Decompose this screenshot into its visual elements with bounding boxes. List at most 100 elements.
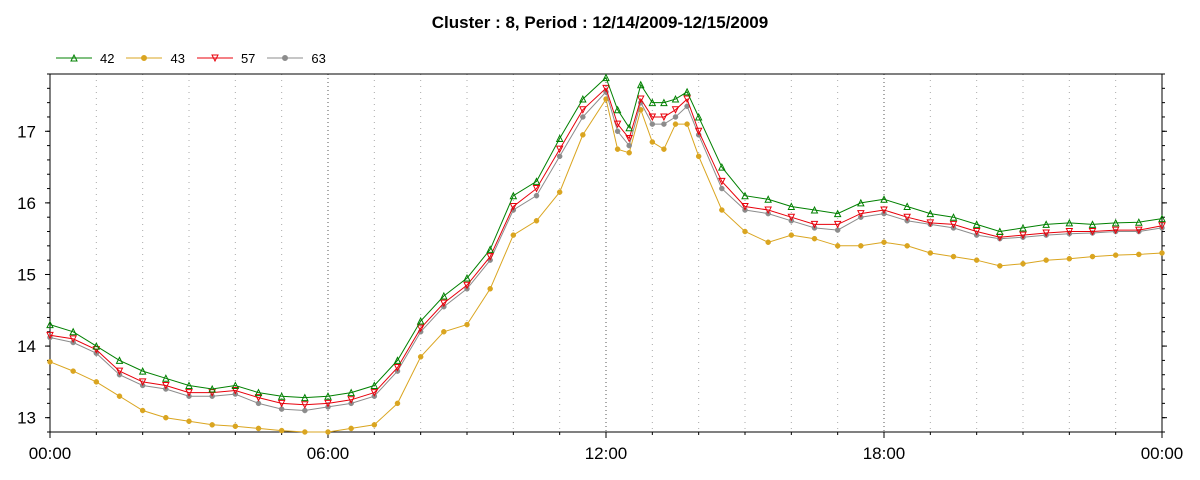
data-point-42 xyxy=(324,392,332,400)
data-point-57 xyxy=(857,210,865,218)
data-point-42 xyxy=(231,381,240,389)
data-point-43 xyxy=(93,379,100,385)
data-point-43 xyxy=(580,132,586,138)
data-point-42 xyxy=(463,273,471,282)
data-point-57 xyxy=(486,253,494,261)
data-point-57 xyxy=(683,95,691,104)
data-point-42 xyxy=(903,202,911,210)
y-tick-label: 16 xyxy=(17,194,36,213)
data-point-42 xyxy=(880,195,888,203)
data-point-43 xyxy=(834,243,841,249)
data-point-57 xyxy=(301,401,309,409)
data-point-42 xyxy=(694,112,703,121)
data-point-57 xyxy=(162,381,170,390)
data-point-42 xyxy=(440,291,448,300)
data-point-43 xyxy=(139,407,146,414)
chart-title: Cluster : 8, Period : 12/14/2009-12/15/2… xyxy=(431,13,769,32)
data-point-57 xyxy=(69,335,77,344)
data-point-57 xyxy=(509,202,518,211)
y-tick-label: 15 xyxy=(17,265,36,284)
data-point-43 xyxy=(371,422,378,428)
data-point-43 xyxy=(278,427,285,434)
legend-label: 43 xyxy=(170,50,185,66)
data-point-63 xyxy=(580,114,586,120)
data-point-43 xyxy=(510,232,517,238)
data-point-43 xyxy=(163,414,169,421)
x-tick-label: 00:00 xyxy=(1141,444,1184,463)
data-point-42 xyxy=(683,87,691,96)
data-point-43 xyxy=(255,425,262,432)
data-point-57 xyxy=(636,95,645,104)
data-point-43 xyxy=(232,423,239,430)
data-point-63 xyxy=(649,121,656,127)
data-point-43 xyxy=(1020,260,1026,267)
legend-label: 42 xyxy=(100,50,115,66)
data-point-63 xyxy=(533,192,540,199)
data-point-57 xyxy=(880,206,888,215)
data-point-43 xyxy=(464,321,470,328)
data-point-43 xyxy=(1112,252,1119,258)
data-point-42 xyxy=(370,381,379,389)
data-point-57 xyxy=(648,113,657,122)
data-point-57 xyxy=(393,364,402,372)
data-point-43 xyxy=(661,146,667,152)
data-point-43 xyxy=(441,329,447,335)
data-point-57 xyxy=(416,324,425,333)
data-point-57 xyxy=(1158,222,1166,230)
data-point-57 xyxy=(671,106,680,114)
data-point-57 xyxy=(903,213,911,222)
data-point-42 xyxy=(254,388,263,397)
data-point-42 xyxy=(92,341,101,350)
data-point-42 xyxy=(185,381,193,389)
data-point-42 xyxy=(926,209,935,218)
data-point-42 xyxy=(949,213,958,221)
x-tick-label: 00:00 xyxy=(29,444,72,463)
data-point-42 xyxy=(996,227,1004,236)
data-point-42 xyxy=(416,316,425,325)
data-point-57 xyxy=(972,228,981,236)
data-point-43 xyxy=(487,286,493,292)
data-point-57 xyxy=(694,127,703,136)
data-point-42 xyxy=(162,374,170,382)
data-point-63 xyxy=(661,121,667,127)
data-point-42 xyxy=(636,80,645,89)
data-point-42 xyxy=(393,356,402,364)
data-point-42 xyxy=(1065,218,1074,227)
data-point-43 xyxy=(765,239,771,246)
data-point-43 xyxy=(1066,255,1073,262)
data-point-43 xyxy=(811,235,818,242)
data-point-42 xyxy=(613,105,622,114)
data-point-57 xyxy=(324,399,332,408)
data-point-43 xyxy=(858,243,864,249)
data-point-57 xyxy=(718,177,726,186)
data-point-43 xyxy=(904,243,910,249)
data-point-42 xyxy=(138,367,147,375)
legend-item-63: 63 xyxy=(267,50,326,66)
data-point-43 xyxy=(1159,250,1165,256)
data-point-43 xyxy=(626,150,632,156)
data-point-43 xyxy=(116,393,123,399)
data-point-42 xyxy=(787,202,796,210)
legend-label: 57 xyxy=(240,50,256,66)
legend-item-57: 57 xyxy=(196,50,256,66)
data-point-63 xyxy=(719,185,725,192)
data-point-42 xyxy=(1019,223,1027,232)
data-point-42 xyxy=(660,98,668,107)
data-point-57 xyxy=(741,202,749,211)
data-point-57 xyxy=(764,206,772,215)
data-point-43 xyxy=(394,400,401,407)
data-point-42 xyxy=(347,388,355,397)
data-point-42 xyxy=(532,177,541,185)
data-point-43 xyxy=(719,207,725,213)
data-point-57 xyxy=(602,84,610,93)
data-point-43 xyxy=(348,425,354,432)
data-point-57 xyxy=(254,394,263,402)
legend-item-43: 43 xyxy=(126,50,185,66)
data-point-57 xyxy=(440,299,448,308)
data-point-57 xyxy=(532,185,541,193)
data-point-43 xyxy=(186,418,192,425)
legend-label: 63 xyxy=(311,50,326,66)
data-point-42 xyxy=(69,327,77,336)
y-tick-label: 17 xyxy=(17,122,36,141)
